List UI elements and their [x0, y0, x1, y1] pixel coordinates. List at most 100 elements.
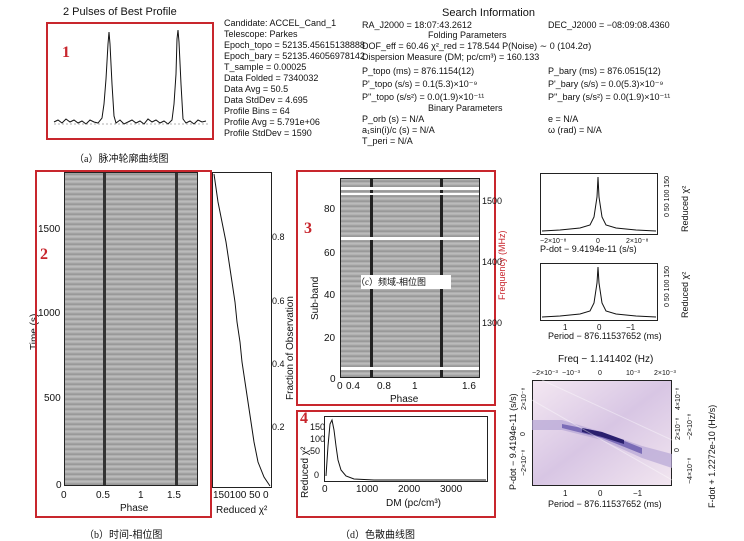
panel-3-number: 3 — [304, 220, 312, 237]
fraction-tick: 0.8 — [272, 232, 285, 242]
subphase-tick: 0 — [337, 381, 343, 392]
pdot-chi2-tick: 100 — [664, 189, 671, 202]
map-tick: −1 — [633, 489, 643, 498]
pulse-track — [175, 173, 178, 485]
subband-phase-image — [340, 178, 480, 378]
period-tick: 0 — [597, 323, 602, 332]
freq-top-tick: −2×10⁻³ — [532, 370, 558, 377]
freq-tick: 1500 — [482, 196, 503, 206]
ra-line: RA_J2000 = 18:07:43.2612 — [362, 20, 472, 30]
map-right-tick: 2×10⁻⁸ — [675, 417, 682, 440]
chi2-ticks: 150100 50 0 — [213, 490, 269, 501]
fraction-axis-label: Fraction of Observation — [285, 296, 296, 400]
pdd-topo: P''_topo (s/s²) = 0.0(1.9)×10⁻¹¹ — [362, 92, 485, 102]
fraction-tick: 0.6 — [272, 296, 285, 306]
panel-2-number: 2 — [40, 246, 48, 263]
subphase-tick: 0.8 — [377, 381, 391, 392]
chi2-label: Reduced χ² — [216, 505, 268, 516]
dm-chi2-tick: 150 — [310, 422, 326, 432]
pdot-chi2-label: Reduced χ² — [680, 185, 690, 232]
fraction-tick: 0.4 — [272, 359, 285, 369]
subband-tick: 40 — [324, 290, 336, 301]
p-bary: P_bary (ms) = 876.0515(12) — [548, 66, 661, 76]
info-line: Epoch_topo = 52135.45615138888 — [224, 40, 365, 50]
pdot-label: P-dot − 9.4194e-11 (s/s) — [540, 244, 637, 254]
info-line: Profile Bins = 64 — [224, 106, 290, 116]
dm-tick: 1000 — [356, 484, 379, 495]
dm-label: DM (pc/cm³) — [386, 498, 441, 509]
subphase-tick: 1.6 — [462, 381, 476, 392]
dm-curve-plot — [324, 416, 488, 482]
period-chi2-tick: 100 — [664, 279, 671, 292]
map-right-tick: −4×10⁻⁸ — [687, 457, 694, 484]
map-tick: 1 — [563, 489, 568, 498]
caption-c: （c）频域-相位图 — [356, 277, 426, 287]
period-chi2-tick: 50 — [664, 293, 671, 302]
phase-tick: 0 — [61, 490, 67, 501]
map-left-tick: 2×10⁻⁸ — [521, 387, 528, 410]
period-chi2-label: Reduced χ² — [680, 271, 690, 318]
ecc-line: e = N/A — [548, 114, 579, 124]
profile-title: 2 Pulses of Best Profile — [63, 6, 177, 18]
porb-line: P_orb (s) = N/A — [362, 114, 425, 124]
subband-tick: 60 — [324, 248, 336, 259]
fraction-tick: 0.2 — [272, 422, 285, 432]
freq-top-tick: 0 — [598, 370, 602, 377]
map-tick: 0 — [598, 489, 603, 498]
period-tick: 1 — [563, 323, 568, 332]
zapped-channel — [341, 193, 479, 195]
freq-top-tick: 2×10⁻³ — [654, 370, 676, 377]
dm-chi2-tick: 100 — [310, 434, 326, 444]
inner-caption-bg — [361, 275, 451, 289]
panel-1-number: 1 — [62, 44, 70, 61]
time-tick: 500 — [44, 393, 61, 404]
time-tick: 1000 — [38, 308, 61, 319]
pulse-profile-plot — [53, 29, 208, 125]
pdot-tick: 2×10⁻⁸ — [626, 238, 649, 245]
fraction-chi2-plot — [212, 172, 272, 488]
panel-4-frame — [296, 410, 496, 518]
pdd-bary: P''_bary (s/s²) = 0.0(1.9)×10⁻¹¹ — [548, 92, 671, 102]
map-right-tick: 0 — [674, 448, 681, 452]
dm-chi2-tick: 0 — [314, 470, 320, 480]
caption-b: （b）时间-相位图 — [84, 530, 163, 541]
phase-tick: 1 — [138, 490, 144, 501]
info-line: Data StdDev = 4.695 — [224, 95, 308, 105]
caption-d: （d）色散曲线图 — [340, 530, 415, 541]
time-tick: 0 — [56, 480, 62, 491]
dm-tick: 3000 — [440, 484, 463, 495]
phase-tick: 0.5 — [96, 490, 110, 501]
dm-chi2-tick: 50 — [310, 446, 321, 456]
freq-tick: 1300 — [482, 318, 503, 328]
zapped-channel — [341, 367, 479, 370]
freq-top-tick: 10⁻³ — [626, 370, 640, 377]
map-xlabel: Period − 876.11537652 (ms) — [548, 499, 662, 509]
subband-tick: 0 — [330, 374, 336, 385]
dm-tick: 2000 — [398, 484, 421, 495]
phase-label: Phase — [120, 503, 149, 514]
pdot-chi2-ticks: 0 50 100 150 — [662, 176, 673, 217]
period-chi2-tick: 0 — [664, 303, 671, 307]
info-line: Profile StdDev = 1590 — [224, 128, 312, 138]
subphase-label: Phase — [390, 394, 419, 405]
pdot-chi2-tick: 0 — [664, 213, 671, 217]
pulse-track — [103, 173, 106, 485]
p-topo: P_topo (ms) = 876.1154(12) — [362, 66, 475, 76]
subband-tick: 20 — [324, 333, 336, 344]
subphase-tick: 0.4 — [346, 381, 360, 392]
period-chi2-ticks: 0 50 100 150 — [662, 266, 673, 307]
tperi-line: T_peri = N/A — [362, 136, 413, 146]
pdot-tick: 0 — [596, 238, 600, 245]
zapped-channel — [341, 187, 479, 190]
map-right-tick: −2×10⁻⁸ — [687, 413, 694, 440]
panel-4-number: 4 — [300, 410, 308, 427]
period-label: Period − 876.11537652 (ms) — [548, 331, 662, 341]
dof-line: DOF_eff = 60.46 χ²_red = 178.544 P(Noise… — [362, 41, 592, 51]
map-right-tick: 4×10⁻⁸ — [675, 387, 682, 410]
dm-tick: 0 — [322, 484, 328, 495]
panel-2-frame — [35, 170, 212, 518]
map-left-tick: −2×10⁻⁸ — [521, 449, 528, 476]
search-title: Search Information — [442, 7, 535, 19]
phase-tick: 1.5 — [167, 490, 181, 501]
time-tick: 1500 — [38, 224, 61, 235]
